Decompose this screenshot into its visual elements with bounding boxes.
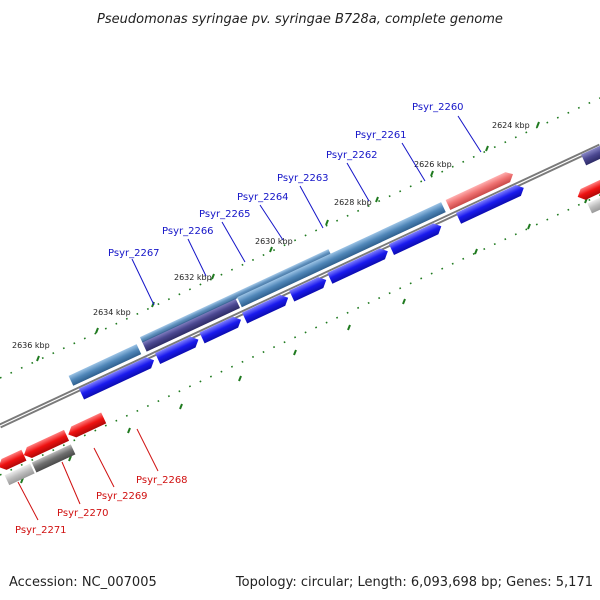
forward-strand-track: [68, 132, 600, 400]
gene-label-psyr-2269[interactable]: Psyr_2269: [96, 491, 148, 502]
tick-label-2634: 2634 kbp: [93, 308, 131, 317]
gene-arrow-psyr-2265[interactable]: [199, 314, 244, 344]
tick-label-2632: 2632 kbp: [174, 273, 212, 282]
genome-summary-text: Topology: circular; Length: 6,093,698 bp…: [235, 575, 593, 590]
gene-label-psyr-2264[interactable]: Psyr_2264: [237, 192, 289, 203]
reverse-gene-labels: Psyr_2268 Psyr_2269 Psyr_2270 Psyr_2271: [15, 475, 188, 536]
gene-arrow-psyr-2263[interactable]: [289, 275, 329, 302]
feature-band-steel-2: [139, 249, 331, 343]
tick-label-2636: 2636 kbp: [12, 341, 50, 350]
tick-label-2630: 2630 kbp: [255, 237, 293, 246]
gene-label-psyr-2271[interactable]: Psyr_2271: [15, 525, 67, 536]
forward-gene-labels: Psyr_2260 Psyr_2261 Psyr_2262 Psyr_2263 …: [108, 102, 464, 259]
gene-arrow-psyr-2267[interactable]: [78, 355, 157, 400]
gene-label-psyr-2267[interactable]: Psyr_2267: [108, 248, 160, 259]
gray-block-2: [31, 444, 76, 473]
tick-scale-lower-major: [20, 197, 588, 484]
gene-label-psyr-2265[interactable]: Psyr_2265: [199, 209, 251, 220]
gene-label-psyr-2262[interactable]: Psyr_2262: [326, 150, 378, 161]
reverse-gene-leaders: [17, 428, 159, 521]
reverse-strand-track: [0, 175, 600, 486]
gene-arrow-psyr-2264[interactable]: [242, 292, 291, 324]
gene-label-psyr-2268[interactable]: Psyr_2268: [136, 475, 188, 486]
tick-scale-upper-major: [36, 121, 540, 362]
gray-block-1: [4, 463, 35, 486]
gene-arrow-psyr-2262[interactable]: [327, 246, 390, 284]
tick-scale-lower: [0, 194, 600, 476]
gene-label-psyr-2263[interactable]: Psyr_2263: [277, 173, 329, 184]
gene-arrow-right-red-1[interactable]: [575, 175, 600, 203]
gene-arrow-psyr-2270[interactable]: [0, 449, 27, 473]
gene-label-psyr-2261[interactable]: Psyr_2261: [355, 130, 407, 141]
forward-gene-leaders: [131, 115, 482, 306]
feature-band-pink[interactable]: [445, 170, 516, 210]
kbp-labels: 2624 kbp 2626 kbp 2628 kbp 2630 kbp 2632…: [12, 121, 530, 350]
tick-label-2624: 2624 kbp: [492, 121, 530, 130]
accession-text: Accession: NC_007005: [9, 575, 157, 590]
gene-arrow-psyr-2261[interactable]: [388, 221, 444, 255]
gene-label-psyr-2270[interactable]: Psyr_2270: [57, 508, 109, 519]
tick-label-2628: 2628 kbp: [334, 198, 372, 207]
gene-arrow-psyr-2268[interactable]: [66, 412, 107, 440]
gene-label-psyr-2266[interactable]: Psyr_2266: [162, 226, 214, 237]
tick-label-2626: 2626 kbp: [414, 160, 452, 169]
gene-arrow-psyr-2260[interactable]: [456, 182, 526, 224]
feature-band-navy: [142, 298, 241, 352]
feature-band-steel-1: [68, 344, 142, 386]
gray-block-right: [587, 188, 600, 214]
tick-scale-upper: [0, 97, 600, 379]
gene-arrow-psyr-2266[interactable]: [155, 334, 201, 365]
gene-arrow-psyr-2269[interactable]: [21, 429, 70, 461]
map-title: Pseudomonas syringae pv. syringae B728a,…: [97, 12, 503, 27]
feature-band-steel-3: [237, 202, 446, 308]
gene-arrow-right-edge[interactable]: [581, 132, 600, 166]
gene-label-psyr-2260[interactable]: Psyr_2260: [412, 102, 464, 113]
